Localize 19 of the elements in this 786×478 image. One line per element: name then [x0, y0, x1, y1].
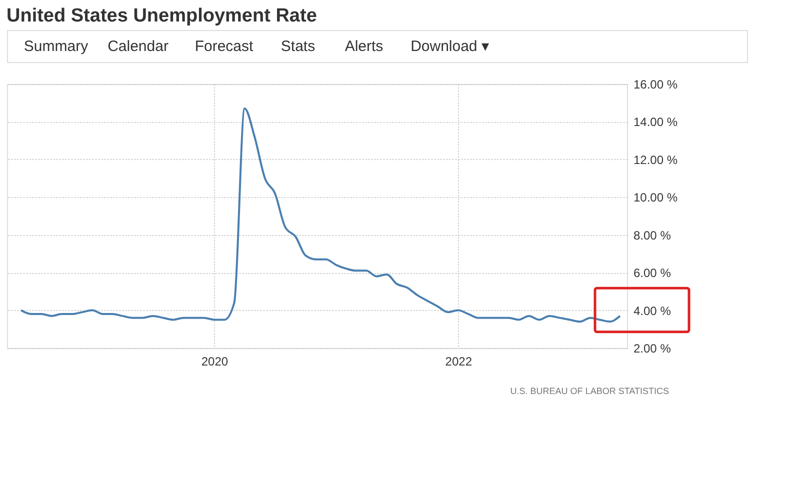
- y-tick-label: 2.00 %: [634, 342, 672, 356]
- y-tick-label: 16.00 %: [634, 78, 678, 92]
- text: Download ▾: [410, 38, 490, 55]
- x-tick-label: 2022: [445, 354, 472, 368]
- chart-title: United States Unemployment Rate: [6, 6, 317, 26]
- y-tick-label: 10.00 %: [634, 190, 678, 205]
- line-series: [20, 108, 621, 323]
- x-tick-label: 2020: [201, 354, 228, 368]
- y-tick-label: 8.00 %: [634, 228, 672, 242]
- text: Stats: [280, 38, 316, 55]
- y-tick-label: 6.00 %: [634, 266, 672, 280]
- text: Calendar: [108, 38, 168, 55]
- text: Summary: [24, 38, 89, 55]
- y-tick-label: 14.00 %: [634, 115, 678, 130]
- text: Alerts: [344, 38, 384, 55]
- y-tick-label: 4.00 %: [634, 304, 672, 318]
- text: U.S. BUREAU OF LABOR STATISTICS: [510, 386, 669, 396]
- y-tick-label: 12.00 %: [634, 152, 678, 167]
- text: Forecast: [194, 38, 254, 55]
